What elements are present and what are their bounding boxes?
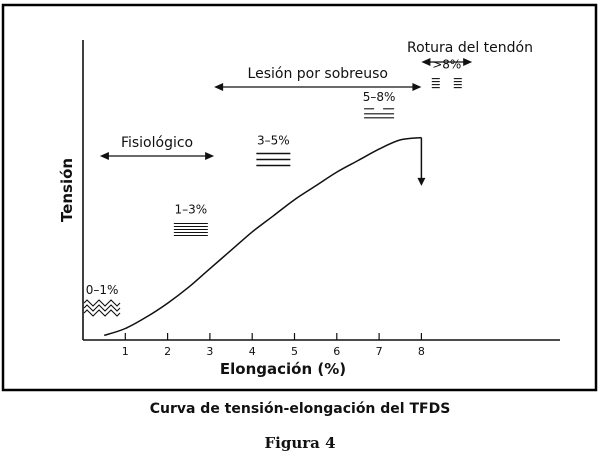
- annotation-4: 5–8%: [363, 90, 396, 119]
- figure-label: Figura 4: [264, 434, 336, 452]
- x-ticks: 1 2 3 4 5 6 7 8: [122, 333, 425, 358]
- region-1: Fisiológico: [99, 135, 215, 160]
- region-label: Rotura del tendón: [407, 40, 533, 56]
- x-tick-label-3: 3: [206, 345, 213, 358]
- region-2: Lesión por sobreuso: [214, 66, 422, 91]
- x-axis-label: Elongación (%): [220, 360, 346, 378]
- region-3: Rotura del tendón: [407, 40, 533, 66]
- region-arrow-right: [205, 152, 215, 160]
- x-tick-label-8: 8: [418, 345, 425, 358]
- annotation-1: 0–1%: [83, 283, 121, 317]
- region-arrows: Fisiológico Lesión por sobreuso Rotura del…: [99, 40, 533, 160]
- region-arrow-left: [99, 152, 109, 160]
- y-axis-label: Tensión: [58, 158, 76, 222]
- x-tick-label-2: 2: [164, 345, 171, 358]
- x-tick-label-7: 7: [376, 345, 383, 358]
- annotation-label: 5–8%: [363, 90, 396, 104]
- fiber-icon-ruptured: [431, 78, 462, 89]
- failure-drop-arrow: [417, 137, 426, 186]
- annotation-5: >8%: [431, 58, 462, 89]
- annotation-label: 3–5%: [257, 134, 290, 148]
- failure-drop-head: [417, 177, 426, 186]
- fiber-annotations: 0–1% 1–3% 3–5% 5–8% >8%: [83, 58, 462, 317]
- fiber-icon-wavy: [83, 299, 121, 317]
- region-arrow-left: [421, 58, 431, 66]
- x-tick-label-6: 6: [333, 345, 340, 358]
- x-tick-label-1: 1: [122, 345, 129, 358]
- x-tick-label-4: 4: [249, 345, 256, 358]
- region-arrow-right: [463, 58, 473, 66]
- fiber-icon-straight-broken: [256, 152, 291, 167]
- annotation-label: 0–1%: [86, 283, 119, 297]
- fiber-icon-partial-tear: [364, 108, 395, 119]
- region-arrow-right: [412, 83, 422, 91]
- annotation-2: 1–3%: [173, 203, 208, 237]
- region-label: Lesión por sobreuso: [248, 66, 388, 82]
- region-arrow-left: [214, 83, 224, 91]
- fiber-icon-straight: [173, 222, 208, 237]
- stress-strain-curve: [103, 136, 422, 337]
- region-label: Fisiológico: [121, 135, 193, 151]
- chart-caption: Curva de tensión-elongación del TFDS: [149, 401, 451, 417]
- annotation-label: 1–3%: [175, 203, 208, 217]
- annotation-label: >8%: [432, 58, 461, 72]
- figure-frame: [1, 3, 598, 392]
- x-tick-label-5: 5: [291, 345, 298, 358]
- annotation-3: 3–5%: [256, 134, 291, 167]
